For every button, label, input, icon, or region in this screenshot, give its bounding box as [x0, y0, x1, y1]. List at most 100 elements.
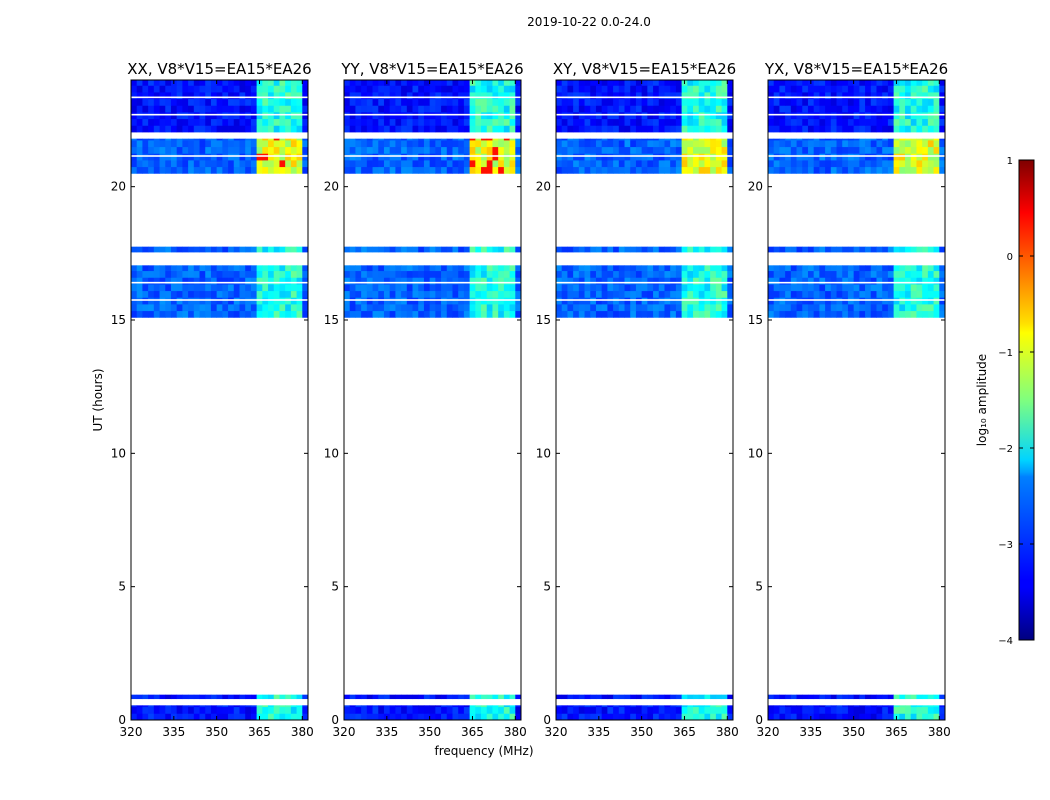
heatmap-cell — [870, 146, 877, 154]
heatmap-cell — [578, 92, 585, 100]
heatmap-cell — [475, 270, 482, 278]
heatmap-cell — [279, 694, 286, 700]
heatmap-cell — [768, 277, 775, 285]
heatmap-cell — [704, 706, 711, 714]
heatmap-cell — [222, 713, 229, 721]
heatmap-cell — [361, 706, 368, 714]
heatmap-cell — [441, 706, 448, 714]
heatmap-cell — [256, 153, 263, 161]
heatmap-cell — [188, 125, 195, 133]
heatmap-cell — [344, 118, 351, 126]
heatmap-cell — [429, 246, 436, 253]
heatmap-cell — [262, 105, 269, 113]
heatmap-cell — [910, 146, 917, 154]
heatmap-cell — [503, 297, 510, 305]
heatmap-cell — [273, 146, 280, 154]
heatmap-cell — [916, 290, 923, 298]
heatmap-cell — [899, 85, 906, 93]
heatmap-cell — [503, 85, 510, 93]
heatmap-cell — [441, 125, 448, 133]
heatmap-cell — [859, 713, 866, 721]
heatmap-cell — [630, 694, 637, 700]
heatmap-cell — [567, 85, 574, 93]
heatmap-cell — [210, 246, 218, 253]
heatmap-cell — [590, 713, 597, 721]
flag-gap — [768, 155, 945, 157]
heatmap-cell — [927, 310, 934, 318]
heatmap-cell — [401, 146, 408, 154]
heatmap-cell — [641, 297, 648, 305]
heatmap-cell — [573, 694, 580, 700]
heatmap-cell — [905, 284, 912, 292]
heatmap-cell — [653, 146, 660, 154]
heatmap-cell — [675, 153, 683, 161]
heatmap-cell — [704, 92, 711, 100]
heatmap-cell — [561, 105, 568, 113]
heatmap-cell — [825, 125, 832, 133]
heatmap-cell — [704, 265, 711, 272]
heatmap-cell — [245, 98, 252, 106]
heatmap-cell — [401, 270, 408, 278]
heatmap-cell — [830, 246, 837, 253]
heatmap-cell — [355, 125, 362, 133]
heatmap-cell — [813, 706, 820, 714]
heatmap-cell — [481, 304, 488, 312]
heatmap-cell — [910, 246, 917, 253]
heatmap-cell — [618, 80, 625, 86]
heatmap-cell — [653, 290, 660, 298]
heatmap-cell — [136, 153, 143, 161]
heatmap-cell — [256, 125, 263, 133]
heatmap-cell — [458, 290, 465, 298]
heatmap-cell — [893, 290, 900, 298]
heatmap-cell — [268, 125, 275, 133]
heatmap-cell — [423, 153, 431, 161]
heatmap-cell — [245, 166, 252, 174]
heatmap-cell — [905, 270, 912, 278]
heatmap-cell — [355, 310, 362, 318]
heatmap-cell — [441, 277, 448, 285]
heatmap-cell — [401, 138, 408, 141]
heatmap-cell — [423, 140, 431, 148]
heatmap-cell — [182, 160, 189, 168]
heatmap-cell — [142, 297, 149, 305]
heatmap-cell — [675, 160, 683, 168]
heatmap-cell — [222, 166, 229, 174]
heatmap-cell — [698, 160, 705, 168]
heatmap-cell — [556, 85, 563, 93]
heatmap-cell — [256, 138, 263, 141]
heatmap-cell — [176, 112, 183, 120]
heatmap-cell — [412, 277, 419, 285]
heatmap-cell — [463, 146, 471, 154]
heatmap-cell — [613, 694, 620, 700]
heatmap-cell — [205, 160, 212, 168]
heatmap-cell — [704, 138, 711, 141]
heatmap-cell — [355, 166, 362, 174]
heatmap-cell — [727, 138, 734, 141]
heatmap-cell — [469, 270, 476, 278]
heatmap-cell — [681, 146, 688, 154]
heatmap-cell — [245, 265, 252, 272]
heatmap-cell — [406, 125, 413, 133]
heatmap-cell — [165, 85, 172, 93]
heatmap-cell — [222, 92, 229, 100]
heatmap-cell — [836, 310, 843, 318]
heatmap-cell — [819, 80, 826, 86]
heatmap-cell — [785, 140, 792, 148]
heatmap-cell — [136, 694, 143, 700]
heatmap-cell — [658, 713, 665, 721]
flag-gap — [344, 96, 521, 99]
heatmap-cell — [344, 105, 351, 113]
heatmap-cell — [245, 713, 252, 721]
heatmap-cell — [618, 290, 625, 298]
heatmap-cell — [882, 125, 889, 133]
heatmap-cell — [131, 92, 138, 100]
heatmap-cell — [262, 694, 269, 700]
heatmap-cell — [395, 160, 402, 168]
heatmap-cell — [262, 246, 269, 253]
heatmap-cell — [842, 284, 849, 292]
heatmap-cell — [933, 105, 940, 113]
heatmap-cell — [618, 705, 625, 708]
heatmap-cell — [613, 706, 620, 714]
heatmap-cell — [153, 284, 160, 292]
heatmap-cell — [429, 284, 436, 292]
